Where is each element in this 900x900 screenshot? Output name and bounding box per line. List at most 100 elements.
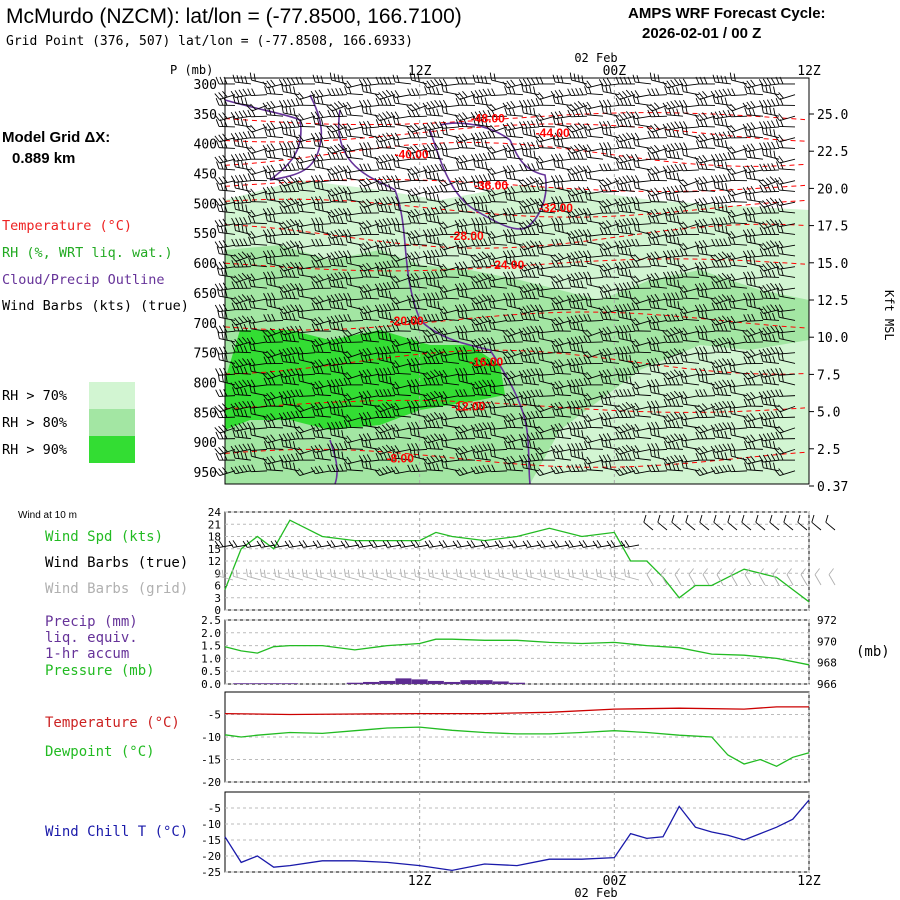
barb-feather [672, 150, 676, 159]
barb-staff [491, 105, 508, 112]
wind-barb [424, 107, 444, 117]
barb-feather [480, 96, 484, 105]
barb-feather [762, 78, 768, 86]
barb-feather [487, 109, 492, 117]
barb-staff [731, 169, 748, 176]
barb-feather [445, 84, 448, 93]
barb-feather [664, 192, 668, 200]
barb-feather [298, 176, 304, 184]
rh70-label: RH > 70% [2, 388, 67, 404]
barb-staff [779, 158, 796, 164]
wind-barb [662, 142, 684, 152]
barb-feather [685, 84, 688, 93]
barb-feather [570, 103, 577, 110]
barb-feather [278, 79, 284, 87]
wind-barb [550, 89, 572, 98]
barb-feather [588, 86, 592, 95]
barb-feather [558, 153, 564, 161]
barb-feather [678, 100, 684, 108]
wind-barb [647, 130, 668, 139]
wind-barb [279, 163, 300, 172]
barb-feather [348, 86, 352, 95]
barb-feather [442, 78, 448, 86]
barb-feather [634, 90, 640, 98]
barb-feather [623, 98, 628, 106]
barb-feather [615, 97, 620, 106]
barb-feather [529, 106, 532, 115]
wind-barb [664, 149, 684, 160]
barb-feather [363, 163, 368, 171]
barb-staff [699, 168, 716, 171]
barb-feather [295, 119, 300, 127]
barb-staff [427, 105, 444, 110]
temp-contour-line [224, 141, 806, 167]
wind-barb [295, 97, 316, 106]
wind-barb [647, 88, 668, 97]
wind-barb [359, 163, 380, 172]
barb-feather [775, 119, 780, 127]
barb-feather [436, 87, 440, 95]
barb-feather [623, 140, 628, 149]
wind-barb [679, 163, 700, 172]
barb-feather [622, 154, 628, 162]
wind-barb [487, 88, 508, 97]
barb-feather [384, 162, 388, 170]
barb-staff [683, 148, 700, 151]
barb-staff [395, 94, 412, 98]
barb-feather [672, 86, 676, 95]
wind-barb [232, 74, 252, 85]
barb-feather [550, 154, 556, 162]
barb-staff [219, 137, 236, 143]
barb-feather [725, 161, 728, 170]
barb-feather [415, 130, 420, 139]
barb-feather [752, 129, 756, 138]
barb-feather [215, 76, 220, 85]
barb-feather [242, 110, 248, 118]
barb-feather [538, 113, 544, 120]
barb-staff [347, 93, 364, 96]
wind-barb [712, 116, 732, 128]
barb-feather [337, 100, 344, 108]
barb-feather [268, 171, 272, 180]
barb-staff [395, 102, 412, 106]
wind-barb [262, 143, 284, 152]
barb-feather [264, 149, 268, 158]
barb-feather [426, 165, 432, 173]
barb-feather [662, 81, 668, 89]
barb-feather [710, 154, 716, 162]
barb-staff [651, 105, 668, 112]
barb-feather [670, 186, 676, 193]
barb-staff [779, 189, 796, 192]
barb-feather [346, 80, 352, 88]
wind-barb [441, 126, 460, 139]
barb-feather [560, 96, 564, 105]
barb-feather [714, 132, 720, 140]
wind-barb [455, 119, 476, 128]
barb-feather [502, 81, 508, 89]
barb-feather [396, 96, 400, 104]
barb-feather [634, 111, 640, 119]
barb-feather [718, 153, 724, 161]
wind-barb [295, 119, 316, 128]
barb-feather [761, 147, 764, 156]
wind-barb [726, 188, 748, 197]
barb-feather [312, 116, 316, 125]
wind-barb [313, 159, 332, 171]
barb-feather [330, 167, 336, 174]
wind-barb [344, 86, 364, 96]
barb-feather [670, 122, 676, 129]
barb-staff [315, 94, 332, 98]
barb-feather [722, 88, 728, 96]
barb-feather [586, 144, 592, 151]
barb-feather [458, 176, 464, 184]
barb-staff [538, 125, 556, 128]
barb-feather [411, 130, 416, 139]
barb-feather [378, 134, 384, 142]
barb-feather [630, 154, 636, 162]
barb-feather [362, 99, 368, 107]
barb-feather [746, 80, 752, 88]
wind-barb [247, 152, 267, 160]
wind-barb [247, 109, 268, 118]
barb-feather [414, 144, 420, 152]
barb-feather [720, 139, 724, 148]
